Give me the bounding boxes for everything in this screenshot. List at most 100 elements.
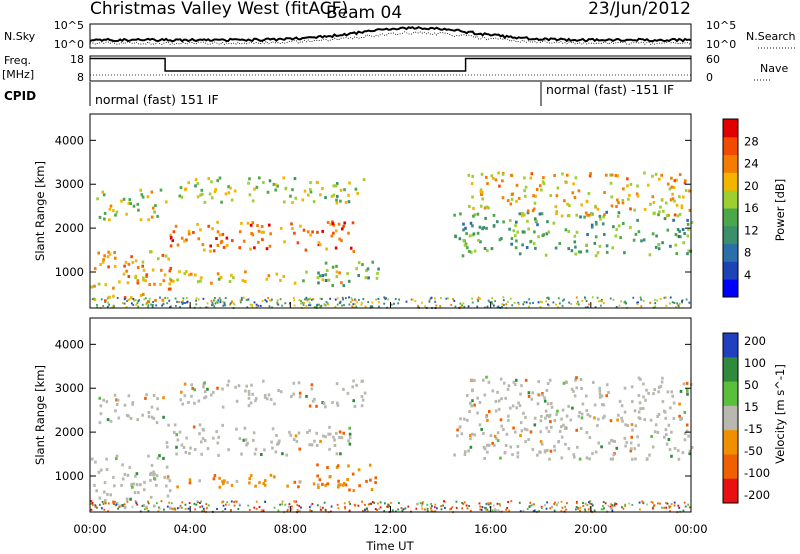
power-cell: [585, 300, 588, 302]
velocity-cell: [496, 431, 500, 435]
power-cell: [323, 304, 326, 307]
velocity-cell: [339, 452, 342, 456]
power-cell: [676, 234, 679, 238]
power-cell: [172, 279, 175, 283]
velocity-cell: [602, 505, 604, 507]
power-cell: [159, 282, 162, 286]
velocity-cell: [90, 457, 94, 461]
power-cell: [688, 301, 691, 304]
velocity-cell: [118, 506, 121, 509]
power-cell: [169, 266, 172, 270]
velocity-cell: [574, 378, 577, 382]
velocity-cell: [491, 442, 494, 445]
velocity-cell: [247, 392, 251, 396]
power-cell: [281, 304, 283, 307]
power-cell: [669, 302, 671, 305]
power-cell: [214, 188, 217, 192]
velocity-cell: [657, 385, 661, 389]
power-cell: [131, 260, 135, 264]
power-cell: [664, 296, 667, 299]
velocity-cell: [443, 500, 445, 503]
power-cell: [664, 201, 668, 205]
velocity-cell: [98, 503, 101, 506]
velocity-cell: [466, 418, 469, 422]
velocity-cell: [255, 507, 258, 510]
power-colorbar-swatch: [723, 243, 738, 262]
velocity-cell: [466, 507, 469, 510]
velocity-colorbar-swatch: [723, 381, 738, 407]
power-cell: [439, 306, 442, 309]
velocity-cell: [267, 393, 271, 397]
velocity-cell: [565, 380, 568, 384]
velocity-cell: [669, 510, 671, 513]
velocity-cell: [188, 481, 192, 485]
power-cell: [228, 280, 232, 283]
power-cell: [461, 254, 465, 258]
power-cell: [184, 302, 186, 304]
velocity-cell: [369, 478, 372, 482]
power-cell: [134, 274, 138, 278]
velocity-cell: [544, 449, 547, 453]
velocity-cell: [200, 440, 203, 444]
velocity-cell: [639, 508, 641, 511]
power-cell: [213, 305, 216, 308]
power-cell: [594, 220, 598, 224]
velocity-colorbar-tick: 100: [744, 356, 766, 370]
velocity-cell: [588, 414, 592, 418]
power-cell: [305, 296, 308, 299]
power-cell: [340, 281, 343, 285]
noise-panel-frame: [89, 23, 692, 49]
power-cell: [378, 301, 380, 303]
velocity-cell: [299, 480, 302, 484]
velocity-cell: [366, 510, 369, 513]
power-cell: [216, 243, 220, 247]
power-cell: [334, 305, 337, 308]
power-cell: [356, 301, 359, 304]
velocity-cell: [537, 380, 540, 384]
power-cell: [660, 173, 663, 177]
power-cell: [681, 300, 683, 303]
power-cell: [585, 249, 589, 253]
power-cell: [179, 186, 183, 190]
power-cell: [669, 198, 673, 202]
velocity-cell: [311, 502, 314, 505]
velocity-cell: [547, 430, 551, 434]
power-cell: [265, 247, 269, 251]
velocity-cell: [543, 399, 547, 403]
velocity-cell: [368, 463, 372, 467]
velocity-cell: [348, 488, 351, 492]
power-cell: [538, 212, 542, 216]
power-cell: [123, 264, 126, 268]
velocity-cell: [308, 506, 311, 509]
velocity-cell: [137, 491, 140, 494]
power-cell: [643, 207, 647, 211]
velocity-cell: [263, 393, 267, 397]
velocity-cell: [106, 418, 110, 422]
power-cell: [130, 255, 133, 259]
velocity-cell: [321, 482, 324, 486]
power-cell: [462, 238, 465, 242]
power-cell: [654, 172, 658, 176]
power-cell: [218, 233, 222, 237]
power-cell: [151, 206, 155, 210]
power-cell: [245, 298, 248, 301]
power-cell: [670, 185, 674, 189]
velocity-cell: [116, 398, 120, 402]
velocity-cell: [298, 391, 302, 395]
velocity-cell: [284, 503, 287, 506]
power-colorbar-tick: 24: [744, 157, 759, 171]
velocity-cell: [670, 454, 673, 458]
velocity-cell: [616, 418, 619, 422]
velocity-cell: [234, 385, 237, 389]
velocity-cell: [602, 501, 605, 503]
velocity-cell: [285, 453, 288, 457]
velocity-cell: [659, 502, 661, 505]
velocity-cell: [533, 503, 535, 506]
power-cell: [256, 224, 259, 228]
power-cell: [447, 297, 449, 300]
velocity-cell: [315, 404, 318, 408]
power-cell: [293, 299, 296, 302]
velocity-cell: [651, 501, 654, 504]
power-cell: [265, 277, 269, 281]
